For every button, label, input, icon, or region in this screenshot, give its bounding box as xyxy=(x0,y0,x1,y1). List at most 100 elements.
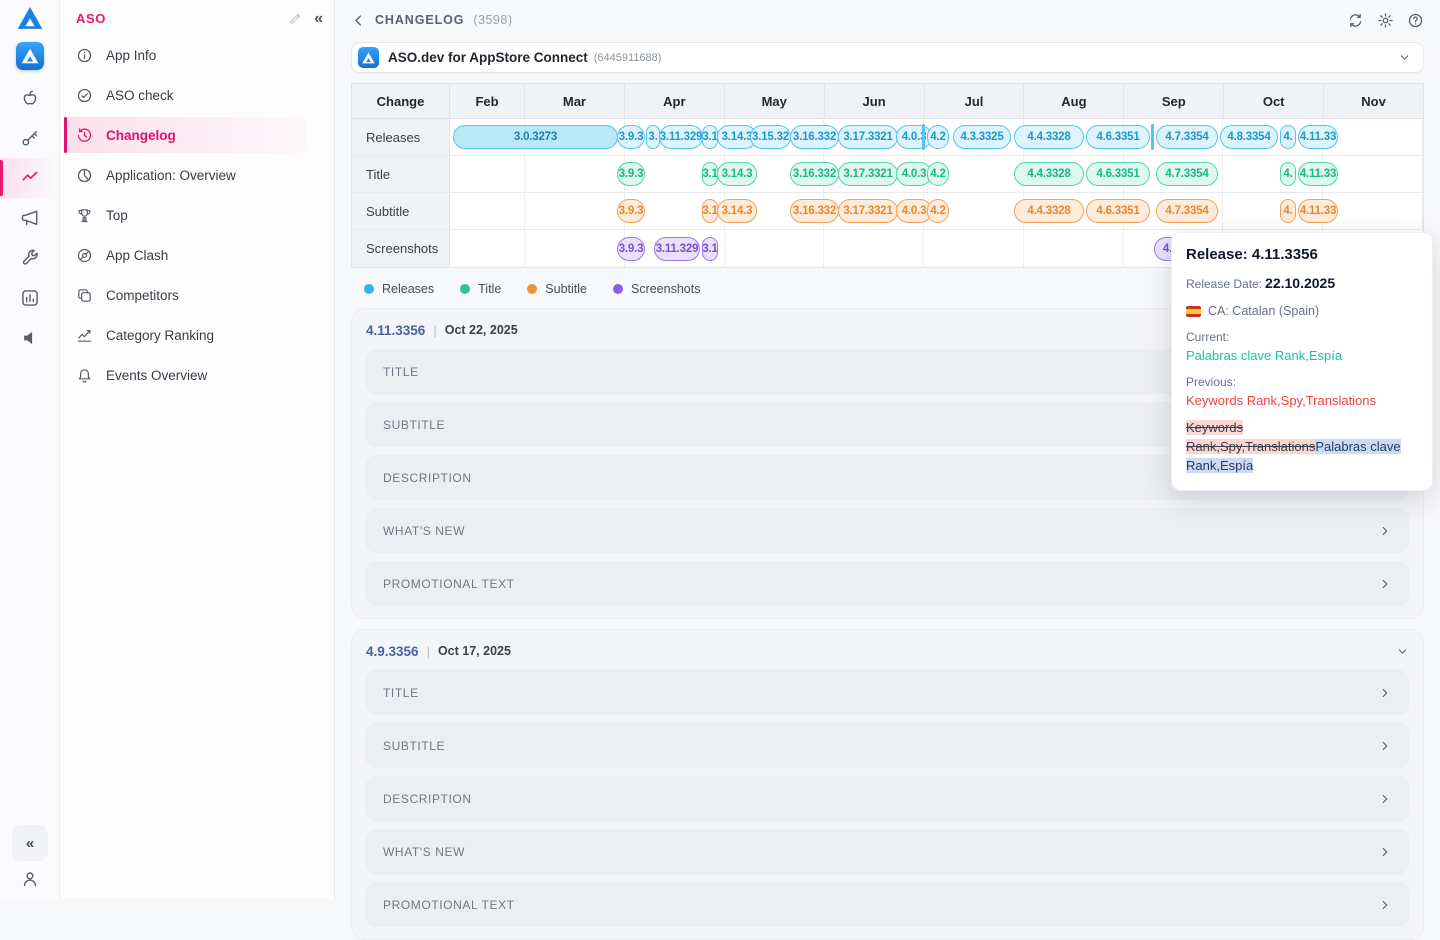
sidebar-item-app-info[interactable]: App Info xyxy=(64,37,306,73)
section-row-subtitle[interactable]: SUBTITLE xyxy=(366,723,1409,768)
version-pill[interactable]: 3.9.3 xyxy=(617,236,645,261)
version-pill[interactable]: 4.0.3 xyxy=(896,125,932,149)
rail-item-bar-chart[interactable] xyxy=(0,278,59,318)
tooltip-current-label: Current: xyxy=(1186,330,1230,345)
version-pill[interactable]: 3.11.329 xyxy=(659,125,703,149)
version-pill[interactable]: 4.6.3351 xyxy=(1086,162,1150,186)
version-pill[interactable]: 3.14.3 xyxy=(717,162,757,186)
check-circle-icon xyxy=(76,87,93,104)
rail-collapse-button[interactable]: « xyxy=(11,825,48,861)
version-pill[interactable]: 4.2 xyxy=(927,125,949,149)
version-pill[interactable]: 3.11.329 xyxy=(654,236,700,261)
version-pill[interactable]: 3. xyxy=(646,125,660,149)
version-pill[interactable]: 4.2 xyxy=(927,199,949,223)
section-row-promotional-text[interactable]: PROMOTIONAL TEXT xyxy=(366,882,1409,927)
version-pill[interactable]: 4.4.3328 xyxy=(1014,125,1084,149)
sidebar: ASO « App Info ASO check Changelog Applicat… xyxy=(60,0,335,899)
sidebar-collapse-icon[interactable]: « xyxy=(314,9,323,27)
selected-app-icon[interactable] xyxy=(15,42,44,70)
section-row-title[interactable]: TITLE xyxy=(366,670,1409,715)
rail-item-trend[interactable] xyxy=(0,158,59,198)
sidebar-item-application-overview[interactable]: Application: Overview xyxy=(64,157,306,193)
aso-dev-logo[interactable] xyxy=(17,6,43,30)
version-pill[interactable]: 4.4.3328 xyxy=(1014,162,1084,186)
version-pill[interactable]: 3.9.3 xyxy=(617,199,645,223)
user-icon[interactable] xyxy=(20,869,40,889)
version-pill[interactable]: 3.1 xyxy=(702,162,718,186)
rail-item-wrench[interactable] xyxy=(0,238,59,278)
rail-item-apple[interactable] xyxy=(0,78,59,118)
column-header-apr: Apr xyxy=(625,84,725,118)
page-title: CHANGELOG xyxy=(375,13,465,27)
version-pill[interactable]: 4.7.3354 xyxy=(1156,199,1218,223)
version-pill[interactable]: 4.6.3351 xyxy=(1086,125,1150,149)
version-pill[interactable]: 3.17.3321 xyxy=(838,162,898,186)
version-pill[interactable]: 4.7.3354 xyxy=(1156,162,1218,186)
version-pill[interactable]: 4.11.33 xyxy=(1298,162,1338,186)
version-pill[interactable]: 4.0.3 xyxy=(896,162,932,186)
version-pill[interactable]: 3.15.32 xyxy=(750,125,791,149)
back-icon[interactable] xyxy=(351,13,366,28)
version-pill[interactable]: 3.14.3 xyxy=(717,199,757,223)
version-pill[interactable]: 3.0.3273 xyxy=(453,125,618,149)
version-pill[interactable]: 3.17.3321 xyxy=(838,125,898,149)
sidebar-item-app-clash[interactable]: App Clash xyxy=(64,237,306,273)
chevron-right-icon xyxy=(1378,686,1392,700)
version-pill[interactable]: 4. xyxy=(1280,125,1296,149)
rail-item-speaker-off[interactable] xyxy=(0,318,59,358)
app-id: (6445911688) xyxy=(593,51,662,64)
chevron-down-icon[interactable] xyxy=(1396,645,1409,658)
sidebar-item-competitors[interactable]: Competitors xyxy=(64,277,306,313)
timeline-row-screenshots: Screenshots 3.9.3 3.11.329 3.1 4. xyxy=(352,230,1424,267)
legend-dot xyxy=(612,284,623,294)
sidebar-item-aso-check[interactable]: ASO check xyxy=(64,77,306,113)
version-pill[interactable]: 4.11.33 xyxy=(1298,125,1338,149)
version-pill[interactable]: 3.17.3321 xyxy=(838,199,898,223)
top-bar: CHANGELOG (3598) xyxy=(351,0,1424,40)
version-pill[interactable]: 4. xyxy=(1280,199,1296,223)
version-pill[interactable]: 4.4.3328 xyxy=(1014,199,1084,223)
row-label: Releases xyxy=(352,119,450,155)
version-pill[interactable]: 4.7.3354 xyxy=(1156,125,1218,149)
section-row-what-s-new[interactable]: WHAT'S NEW xyxy=(366,829,1409,874)
row-label: Title xyxy=(352,156,450,192)
version-pill[interactable]: 3.16.332 xyxy=(790,162,839,186)
app-selector[interactable]: ASO.dev for AppStore Connect (6445911688… xyxy=(351,42,1424,73)
version-pill[interactable]: 3.16.332 xyxy=(790,199,839,223)
sidebar-item-events-overview[interactable]: Events Overview xyxy=(64,357,306,393)
version-pill[interactable]: 4.11.33 xyxy=(1298,199,1338,223)
sidebar-item-top[interactable]: Top xyxy=(64,197,306,233)
legend-dot xyxy=(460,284,471,294)
rail-item-key[interactable] xyxy=(0,118,59,158)
sidebar-item-category-ranking[interactable]: Category Ranking xyxy=(64,317,306,353)
version-marker[interactable] xyxy=(1151,124,1154,150)
version-pill[interactable]: 3.1 xyxy=(702,199,718,223)
version-pill[interactable]: 4. xyxy=(1280,162,1296,186)
release-card-header[interactable]: 4.11.3356 | Oct 22, 2025 xyxy=(366,319,1409,341)
version-pill[interactable]: 4.2 xyxy=(927,162,949,186)
refresh-icon[interactable] xyxy=(1347,12,1364,29)
column-header-mar: Mar xyxy=(525,84,625,118)
version-pill[interactable]: 4.3.3325 xyxy=(953,125,1011,149)
version-pill[interactable]: 3.1 xyxy=(702,236,718,261)
version-pill[interactable]: 3.9.3 xyxy=(617,162,645,186)
version-pill[interactable]: 4.6.3351 xyxy=(1086,199,1150,223)
sidebar-item-changelog[interactable]: Changelog xyxy=(64,117,306,153)
pie-chart-icon xyxy=(76,167,93,184)
version-pill[interactable]: 4.8.3354 xyxy=(1220,125,1278,149)
release-version[interactable]: 4.11.3356 xyxy=(366,322,426,338)
rail-item-megaphone[interactable] xyxy=(0,198,59,238)
release-card-header[interactable]: 4.9.3356 | Oct 17, 2025 xyxy=(366,640,1409,662)
gear-icon[interactable] xyxy=(1377,12,1394,29)
edit-icon[interactable] xyxy=(288,11,303,26)
separator: | xyxy=(426,643,430,659)
section-row-what-s-new[interactable]: WHAT'S NEW xyxy=(366,508,1409,553)
section-row-description[interactable]: DESCRIPTION xyxy=(366,776,1409,821)
version-pill[interactable]: 3.1 xyxy=(702,125,718,149)
section-row-promotional-text[interactable]: PROMOTIONAL TEXT xyxy=(366,561,1409,606)
version-pill[interactable]: 3.9.3 xyxy=(617,125,645,149)
version-marker[interactable] xyxy=(922,124,925,150)
release-version[interactable]: 4.9.3356 xyxy=(366,643,419,659)
help-icon[interactable] xyxy=(1407,12,1424,29)
version-pill[interactable]: 3.16.332 xyxy=(790,125,839,149)
